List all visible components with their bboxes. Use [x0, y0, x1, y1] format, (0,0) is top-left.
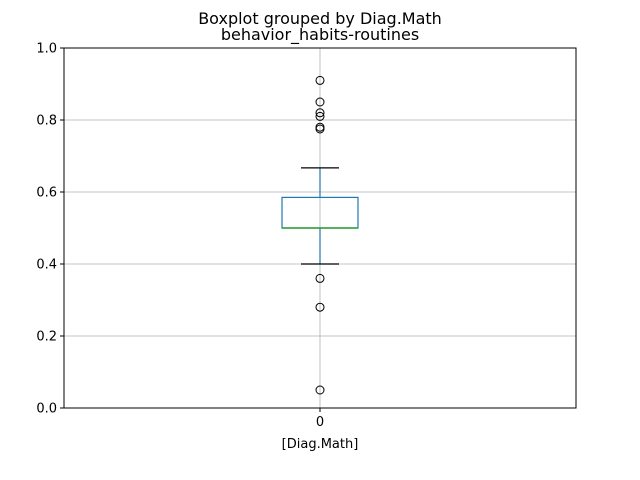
outlier-point: [315, 111, 325, 121]
outlier-point: [315, 97, 325, 107]
y-tick-label: 0.0: [36, 402, 57, 417]
box-layer: [281, 75, 359, 395]
y-tick-label: 0.8: [36, 114, 57, 129]
outlier-point: [315, 302, 325, 312]
y-tick-label: 0.2: [36, 330, 57, 345]
y-tick-label: 1.0: [36, 42, 57, 57]
outlier-point: [315, 385, 325, 395]
chart-subtitle: behavior_habits-routines: [221, 25, 419, 45]
x-axis-label: [Diag.Math]: [282, 437, 359, 452]
x-tick-label: 0: [316, 415, 324, 430]
y-tick-label: 0.6: [36, 186, 57, 201]
axis-layer: 0.0 0.2 0.4 0.6 0.8 1.0 0: [36, 42, 324, 431]
chart-title: Boxplot grouped by Diag.Math: [198, 9, 442, 28]
y-tick-label: 0.4: [36, 258, 57, 273]
outlier-point: [315, 108, 325, 118]
outlier-point: [315, 273, 325, 283]
outlier-point: [315, 124, 325, 134]
outlier-point: [315, 75, 325, 85]
